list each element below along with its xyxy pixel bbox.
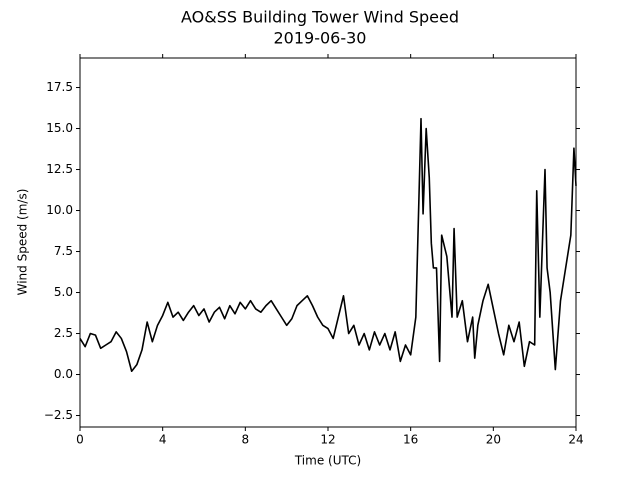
x-tick-label: 8	[242, 433, 250, 447]
y-tick-label: −2.5	[44, 408, 73, 422]
y-tick-label: 0.0	[54, 367, 73, 381]
x-tick-label: 12	[320, 433, 335, 447]
y-tick-label: 5.0	[54, 285, 73, 299]
chart-subtitle: 2019-06-30	[274, 29, 367, 48]
y-tick-label: 7.5	[54, 244, 73, 258]
line-series	[79, 117, 577, 373]
y-axis-label: Wind Speed (m/s)	[16, 189, 30, 296]
y-tick-label: 15.0	[46, 121, 73, 135]
y-tick-label: 12.5	[46, 162, 73, 176]
y-tick-label: 17.5	[46, 80, 73, 94]
x-tick-label: 16	[403, 433, 418, 447]
plot-frame	[79, 57, 577, 428]
y-tick-label: 2.5	[54, 326, 73, 340]
x-axis-label: Time (UTC)	[294, 454, 361, 468]
y-tick-label: 10.0	[46, 203, 73, 217]
x-tick-label: 24	[568, 433, 583, 447]
x-tick-label: 20	[486, 433, 501, 447]
chart-title: AO&SS Building Tower Wind Speed	[181, 8, 459, 27]
x-tick-label: 0	[76, 433, 84, 447]
x-tick-label: 4	[159, 433, 167, 447]
